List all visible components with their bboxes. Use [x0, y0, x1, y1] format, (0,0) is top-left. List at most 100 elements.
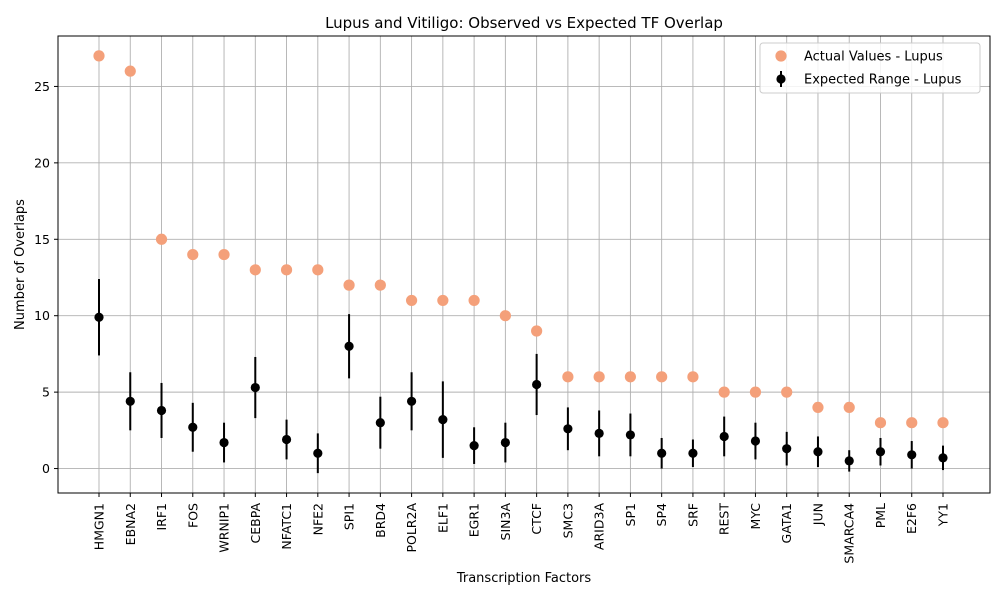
actual-point	[812, 401, 824, 414]
actual-point	[843, 401, 855, 414]
legend-label-expected: Expected Range - Lupus	[804, 73, 962, 88]
actual-point	[343, 279, 355, 291]
y-tick-label: 5	[42, 385, 50, 400]
x-tick-label: FOS	[185, 503, 200, 528]
expected-point	[907, 450, 917, 460]
expected-point	[188, 422, 198, 432]
x-tick-label: SRF	[685, 503, 700, 527]
expected-point	[844, 456, 854, 466]
actual-point	[656, 371, 668, 383]
actual-point	[531, 325, 543, 337]
expected-point	[375, 418, 385, 428]
point-layer	[93, 50, 949, 466]
actual-point	[874, 417, 887, 429]
expected-point	[156, 405, 167, 416]
actual-point	[312, 264, 324, 276]
actual-point	[499, 310, 511, 322]
x-tick-label: GATA1	[779, 503, 794, 543]
x-tick-label: HMGN1	[92, 503, 107, 550]
actual-point	[749, 386, 762, 398]
x-tick-label: WRNIP1	[217, 503, 232, 553]
legend-box	[759, 42, 981, 94]
x-tick-label: ELF1	[435, 503, 450, 533]
x-tick-label: CTCF	[529, 503, 544, 535]
x-tick-label: SPI1	[342, 503, 357, 530]
legend-entries: Actual Values - Lupus Expected Range - Lu…	[775, 50, 962, 88]
expected-point	[125, 396, 135, 406]
actual-point	[280, 264, 293, 276]
expected-point	[219, 437, 229, 448]
expected-point	[563, 424, 573, 434]
actual-point	[93, 50, 105, 62]
actual-point	[249, 264, 261, 276]
chart-title: Lupus and Vitiligo: Observed vs Expected…	[325, 14, 723, 32]
actual-point	[405, 294, 418, 307]
expected-point	[406, 396, 417, 406]
actual-point	[687, 371, 699, 383]
actual-point	[906, 417, 918, 429]
expected-point	[250, 382, 260, 393]
y-axis-label: Number of Overlaps	[13, 199, 28, 330]
actual-point	[468, 294, 480, 307]
x-tick-label: NFATC1	[279, 503, 294, 550]
actual-point	[218, 248, 230, 261]
expected-point	[750, 436, 761, 446]
expected-point	[532, 379, 542, 390]
expected-point	[594, 428, 604, 438]
x-tick-label: MYC	[748, 503, 763, 530]
actual-point	[593, 371, 605, 383]
actual-point	[562, 371, 574, 383]
actual-point	[624, 371, 637, 383]
actual-point	[374, 279, 386, 291]
actual-point	[781, 386, 793, 398]
x-tick-label: IRF1	[154, 503, 169, 531]
x-tick-label: SP4	[654, 503, 669, 526]
expected-point	[469, 441, 479, 451]
legend: Actual Values - Lupus Expected Range - Lu…	[759, 42, 981, 94]
axis-layer: 0 5 10 15 20 25 HMGN1 EBNA2 IRF1 FOS WRNIP1 CEBPA NF…	[34, 79, 950, 564]
y-tick-label: 20	[34, 155, 50, 170]
expected-point	[813, 447, 823, 457]
expected-point	[500, 437, 510, 448]
x-tick-label: EBNA2	[123, 503, 138, 545]
actual-point	[937, 417, 949, 429]
expected-point	[657, 448, 667, 458]
x-axis-label: Transcription Factors	[456, 571, 592, 586]
x-tick-label: SMC3	[560, 503, 575, 538]
x-tick-label: POLR2A	[404, 503, 419, 553]
x-tick-label: REST	[717, 503, 732, 536]
expected-point	[625, 430, 636, 440]
expected-point	[875, 447, 886, 457]
legend-marker-expected-dot	[776, 74, 786, 84]
x-tick-label: NFE2	[310, 503, 325, 535]
expected-point	[344, 341, 354, 351]
x-tick-label: EGR1	[467, 503, 482, 537]
x-tick-label: JUN	[810, 503, 825, 526]
x-tick-label: BRD4	[373, 503, 388, 538]
expected-point	[438, 415, 448, 425]
expected-point	[938, 453, 948, 463]
plot-frame	[57, 35, 991, 494]
expected-point	[782, 444, 792, 454]
y-tick-label: 15	[34, 232, 50, 247]
expected-point	[688, 448, 698, 458]
y-tick-label: 0	[42, 461, 50, 476]
x-tick-label: SIN3A	[498, 503, 513, 541]
x-tick-label: PML	[873, 503, 888, 528]
legend-label-actual: Actual Values - Lupus	[804, 50, 943, 65]
x-tick-label: E2F6	[904, 503, 919, 534]
expected-point	[94, 312, 104, 322]
actual-point	[187, 248, 199, 261]
actual-point	[124, 65, 136, 77]
x-tick-label: YY1	[936, 503, 951, 527]
x-tick-label: ARID3A	[592, 503, 607, 551]
expected-point	[719, 431, 729, 442]
legend-marker-actual	[775, 50, 787, 62]
actual-point	[155, 233, 168, 245]
x-tick-label: SMARCA4	[842, 503, 857, 564]
grid-layer	[58, 36, 990, 493]
x-tick-label: CEBPA	[248, 503, 263, 544]
y-tick-label: 10	[34, 308, 50, 323]
